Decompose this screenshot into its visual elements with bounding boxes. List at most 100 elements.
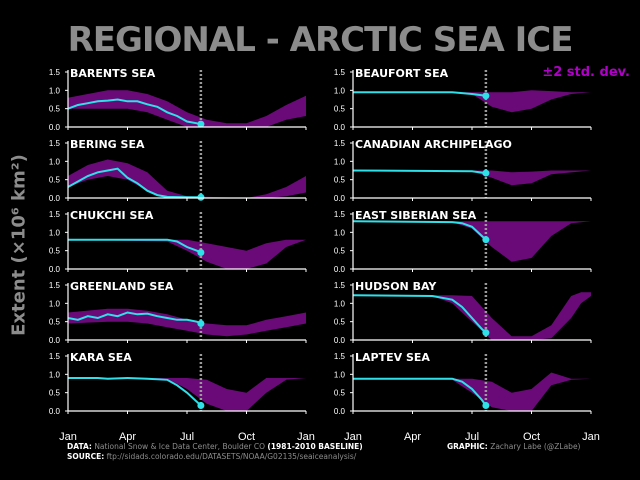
greenland-sea-y-tick-label: 1.0 (49, 299, 61, 308)
laptev-sea-y-tick-label: 1.0 (334, 370, 346, 379)
barents-sea-y-tick-label: 1.0 (49, 86, 61, 95)
kara-sea-y-tick-label: 1.0 (49, 370, 61, 379)
canadian-archipelago-y-tick-label: 0.5 (334, 176, 346, 185)
hudson-bay-title: HUDSON BAY (355, 280, 437, 293)
canadian-archipelago-current-point (482, 169, 490, 177)
east-siberian-sea-extent-line (352, 220, 487, 241)
kara-sea-current-point (197, 402, 205, 409)
greenland-sea-std-band (68, 308, 306, 337)
chukchi-sea-current-point (197, 249, 205, 256)
panel-chukchi-sea: 0.0 0.5 1.0 1.5 CHUKCHI SEA (49, 209, 307, 274)
beaufort-sea-y-tick-label: 0.0 (334, 123, 346, 132)
barents-sea-current-point (197, 120, 205, 128)
laptev-sea-std-band (353, 372, 591, 411)
east-siberian-sea-y-tick-label: 0.5 (334, 247, 346, 256)
bering-sea-y-tick-label: 1.5 (49, 139, 61, 148)
panel-laptev-sea: 0.0 0.5 1.0 1.5 LAPTEV SEA (334, 351, 592, 416)
barents-sea-title: BARENTS SEA (70, 67, 156, 80)
panel-hudson-bay: 0.0 0.5 1.0 1.5 HUDSON BAY (334, 280, 592, 345)
kara-sea-y-tick-label: 0.5 (49, 389, 61, 398)
laptev-sea-y-tick-label: 1.5 (334, 352, 346, 361)
panel-barents-sea: 0.0 0.5 1.0 1.5 BARENTS SEA (49, 67, 307, 132)
hudson-bay-std-band (353, 292, 591, 340)
hudson-bay-y-tick-label: 0.0 (334, 336, 346, 345)
kara-sea-std-band (68, 378, 306, 411)
x-tick-label-jan: Jan (297, 431, 315, 443)
beaufort-sea-std-band (353, 90, 591, 113)
greenland-sea-current-point (197, 320, 205, 327)
x-tick-label-oct: Oct (523, 431, 540, 443)
greenland-sea-title: GREENLAND SEA (70, 280, 174, 293)
panel-canadian-archipelago: 0.0 0.5 1.0 1.5 CANADIAN ARCHIPELAGO (334, 138, 592, 203)
panel-kara-sea: 0.0 0.5 1.0 1.5 KARA SEA (49, 351, 307, 416)
barents-sea-extent-line (67, 98, 202, 126)
kara-sea-y-tick-label: 0.0 (49, 407, 61, 416)
greenland-sea-y-tick-label: 1.5 (49, 281, 61, 290)
bering-sea-y-tick-label: 1.0 (49, 157, 61, 166)
east-siberian-sea-title: EAST SIBERIAN SEA (355, 209, 477, 222)
x-tick-label-jul: Jul (465, 431, 479, 443)
chukchi-sea-y-tick-label: 0.0 (49, 265, 61, 274)
x-tick-label-oct: Oct (238, 431, 255, 443)
greenland-sea-extent-line (67, 311, 202, 325)
east-siberian-sea-current-point (482, 236, 490, 244)
bering-sea-std-band (68, 159, 306, 198)
beaufort-sea-y-tick-label: 0.5 (334, 105, 346, 114)
barents-sea-std-band (68, 90, 306, 127)
hudson-bay-y-tick-label: 1.0 (334, 299, 346, 308)
laptev-sea-title: LAPTEV SEA (355, 351, 430, 364)
greenland-sea-y-tick-label: 0.0 (49, 336, 61, 345)
chukchi-sea-extent-line (68, 238, 202, 254)
canadian-archipelago-y-tick-label: 1.5 (334, 139, 346, 148)
east-siberian-sea-y-tick-label: 0.0 (334, 265, 346, 274)
barents-sea-y-tick-label: 0.0 (49, 123, 61, 132)
beaufort-sea-title: BEAUFORT SEA (355, 67, 449, 80)
chukchi-sea-y-tick-label: 1.5 (49, 210, 61, 219)
x-tick-label-apr: Apr (119, 431, 136, 443)
canadian-archipelago-title: CANADIAN ARCHIPELAGO (355, 138, 512, 151)
greenland-sea-y-tick-label: 0.5 (49, 318, 61, 327)
laptev-sea-y-tick-label: 0.0 (334, 407, 346, 416)
chukchi-sea-title: CHUKCHI SEA (70, 209, 154, 222)
canadian-archipelago-std-band (353, 170, 591, 186)
x-tick-label-apr: Apr (404, 431, 421, 443)
legend-std-dev: ±2 std. dev. (542, 65, 630, 80)
bering-sea-current-point (197, 193, 205, 201)
bering-sea-title: BERING SEA (70, 138, 145, 151)
x-tick-label-jul: Jul (180, 431, 194, 443)
panel-east-siberian-sea: 0.0 0.5 1.0 1.5 EAST SIBERIAN SEA (334, 209, 592, 274)
east-siberian-sea-y-tick-label: 1.0 (334, 228, 346, 237)
chart-title: REGIONAL - ARCTIC SEA ICE (67, 20, 574, 60)
laptev-sea-y-tick-label: 0.5 (334, 389, 346, 398)
chukchi-sea-y-tick-label: 0.5 (49, 247, 61, 256)
panel-beaufort-sea: 0.0 0.5 1.0 1.5 BEAUFORT SEA (334, 67, 592, 132)
beaufort-sea-y-tick-label: 1.0 (334, 86, 346, 95)
laptev-sea-current-point (482, 402, 490, 409)
x-tick-label-jan: Jan (582, 431, 600, 443)
footer: DATA: National Snow & Ice Data Center, B… (67, 442, 627, 462)
east-siberian-sea-y-tick-label: 1.5 (334, 210, 346, 219)
bering-sea-y-tick-label: 0.0 (49, 194, 61, 203)
bering-sea-y-tick-label: 0.5 (49, 176, 61, 185)
hudson-bay-current-point (482, 329, 490, 337)
kara-sea-extent-line (68, 376, 202, 407)
hudson-bay-y-tick-label: 0.5 (334, 318, 346, 327)
beaufort-sea-y-tick-label: 1.5 (334, 68, 346, 77)
hudson-bay-extent-line (352, 294, 487, 334)
kara-sea-y-tick-label: 1.5 (49, 352, 61, 361)
barents-sea-y-tick-label: 0.5 (49, 105, 61, 114)
hudson-bay-y-tick-label: 1.5 (334, 281, 346, 290)
chukchi-sea-std-band (68, 239, 306, 269)
x-tick-label-jan: Jan (59, 431, 77, 443)
kara-sea-title: KARA SEA (70, 351, 132, 364)
canadian-archipelago-y-tick-label: 0.0 (334, 194, 346, 203)
barents-sea-y-tick-label: 1.5 (49, 68, 61, 77)
panel-greenland-sea: 0.0 0.5 1.0 1.5 GREENLAND SEA (49, 280, 307, 345)
footer-data-line: DATA: National Snow & Ice Data Center, B… (67, 442, 363, 451)
footer-source-line: SOURCE: ftp://sidads.colorado.edu/DATASE… (67, 452, 357, 461)
laptev-sea-extent-line (353, 377, 487, 407)
beaufort-sea-current-point (482, 92, 490, 100)
beaufort-sea-extent-line (353, 91, 487, 97)
canadian-archipelago-y-tick-label: 1.0 (334, 157, 346, 166)
